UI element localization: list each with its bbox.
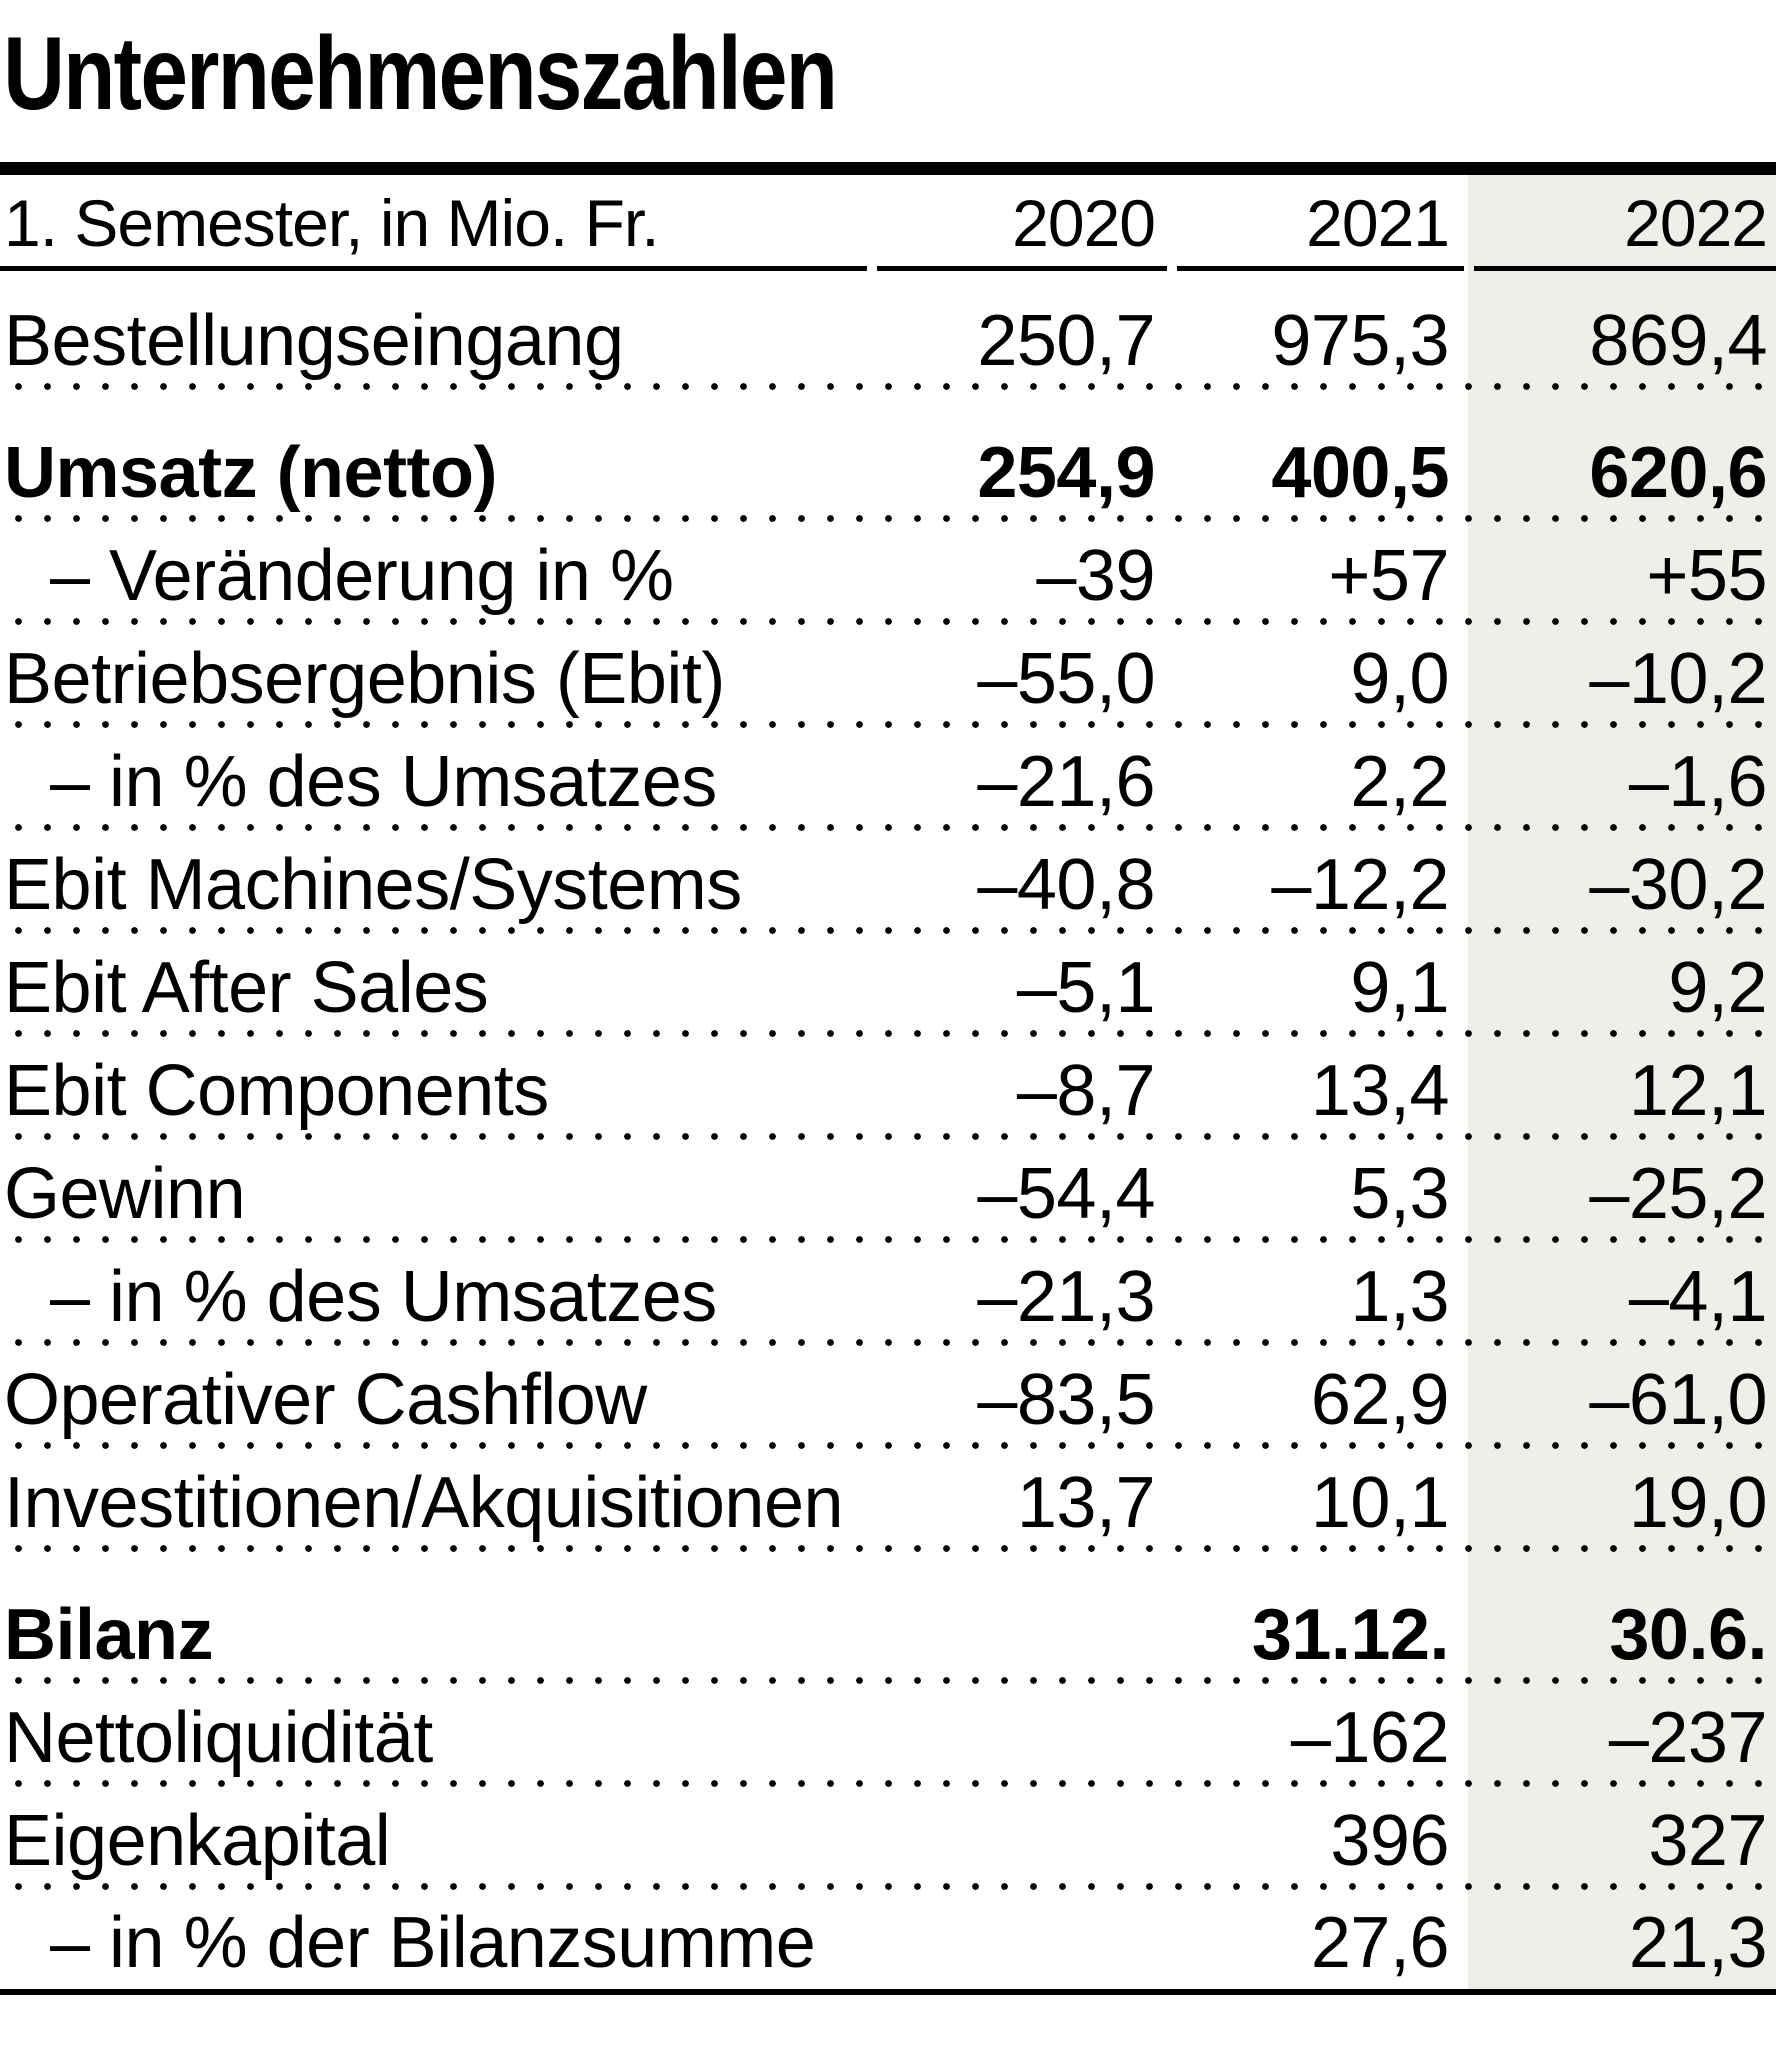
table-header-row: 1. Semester, in Mio. Fr. 2020 2021 2022 xyxy=(0,175,1776,271)
column-header-2022: 2022 xyxy=(1474,175,1776,271)
value-2022: –4,1 xyxy=(1628,1257,1768,1337)
value-2022: 21,3 xyxy=(1628,1903,1768,1983)
row-operativer-cashflow: Operativer Cashflow –83,5 62,9 –61,0 xyxy=(0,1343,1776,1450)
value-2022: –10,2 xyxy=(1589,639,1767,719)
value-2021: 975,3 xyxy=(1271,301,1449,381)
value-2022: 869,4 xyxy=(1589,301,1767,381)
value-2022: –61,0 xyxy=(1589,1360,1767,1440)
value-2022: –30,2 xyxy=(1589,845,1767,925)
value-2020: –40,8 xyxy=(977,845,1155,925)
value-2020: –55,0 xyxy=(977,639,1155,719)
value-2022: –25,2 xyxy=(1589,1154,1767,1234)
column-header-2021: 2021 xyxy=(1177,175,1464,271)
row-label: – Veränderung in % xyxy=(50,536,674,616)
row-label: Nettoliquidität xyxy=(4,1698,433,1778)
row-eigenkapital-in-prozent-bilanzsumme: – in % der Bilanzsumme 27,6 21,3 xyxy=(0,1887,1776,1989)
value-2021: +57 xyxy=(1328,536,1449,616)
value-2021: 9,0 xyxy=(1350,639,1449,719)
row-label: Gewinn xyxy=(4,1154,246,1234)
row-bilanz-section: Bilanz 31.12. 30.6. xyxy=(0,1549,1776,1685)
value-2022: 12,1 xyxy=(1628,1051,1768,1131)
value-2022: 9,2 xyxy=(1668,948,1767,1028)
row-label: Betriebsergebnis (Ebit) xyxy=(4,639,725,719)
value-2021: –162 xyxy=(1290,1698,1450,1778)
title-rule xyxy=(0,162,1776,175)
value-2021: 2,2 xyxy=(1350,742,1449,822)
row-label: – in % des Umsatzes xyxy=(50,742,717,822)
value-2021: 13,4 xyxy=(1310,1051,1450,1131)
value-2022: –1,6 xyxy=(1628,742,1768,822)
value-2022: +55 xyxy=(1646,536,1767,616)
row-ebit-components: Ebit Components –8,7 13,4 12,1 xyxy=(0,1034,1776,1141)
row-umsatz-netto: Umsatz (netto) 254,9 400,5 620,6 xyxy=(0,387,1776,523)
row-investitionen-akquisitionen: Investitionen/Akquisitionen 13,7 10,1 19… xyxy=(0,1446,1776,1553)
value-2020: –8,7 xyxy=(1016,1051,1156,1131)
row-label: Bilanz xyxy=(4,1595,214,1675)
row-ebit-after-sales: Ebit After Sales –5,1 9,1 9,2 xyxy=(0,931,1776,1038)
value-2021: 396 xyxy=(1330,1801,1449,1881)
highlight-column-2022 xyxy=(1468,175,1776,1995)
row-nettoliquiditaet: Nettoliquidität –162 –237 xyxy=(0,1681,1776,1788)
row-label: Ebit After Sales xyxy=(4,948,489,1028)
row-label: Ebit Machines/Systems xyxy=(4,845,742,925)
row-veraenderung-prozent: – Veränderung in % –39 +57 +55 xyxy=(0,519,1776,626)
value-2020: 254,9 xyxy=(977,433,1155,513)
value-2022: 620,6 xyxy=(1589,433,1767,513)
value-2021: 9,1 xyxy=(1350,948,1449,1028)
value-2022: –237 xyxy=(1608,1698,1768,1778)
value-2022: 327 xyxy=(1648,1801,1767,1881)
value-2021: 31.12. xyxy=(1251,1595,1450,1675)
value-2021: 62,9 xyxy=(1310,1360,1450,1440)
row-ebit-in-prozent-umsatz: – in % des Umsatzes –21,6 2,2 –1,6 xyxy=(0,725,1776,832)
value-2021: 27,6 xyxy=(1310,1903,1450,1983)
value-2020 xyxy=(877,1784,1167,1887)
row-label: – in % der Bilanzsumme xyxy=(50,1903,816,1983)
row-label: Bestellungseingang xyxy=(4,301,624,381)
value-2021: 5,3 xyxy=(1350,1154,1449,1234)
row-label: Ebit Components xyxy=(4,1051,549,1131)
row-eigenkapital: Eigenkapital 396 327 xyxy=(0,1784,1776,1891)
value-2020: –21,3 xyxy=(977,1257,1155,1337)
value-2021: –12,2 xyxy=(1271,845,1449,925)
value-2020: –83,5 xyxy=(977,1360,1155,1440)
value-2020: –21,6 xyxy=(977,742,1155,822)
value-2022: 30.6. xyxy=(1609,1595,1767,1675)
value-2020: 250,7 xyxy=(977,301,1155,381)
value-2020: 13,7 xyxy=(1016,1463,1156,1543)
row-label: – in % des Umsatzes xyxy=(50,1257,717,1337)
value-2020 xyxy=(877,1549,1167,1681)
value-2021: 10,1 xyxy=(1310,1463,1450,1543)
row-gewinn: Gewinn –54,4 5,3 –25,2 xyxy=(0,1137,1776,1244)
page-title: Unternehmenszahlen xyxy=(3,16,838,132)
row-bestellungseingang: Bestellungseingang 250,7 975,3 869,4 xyxy=(0,271,1776,391)
row-label: Operativer Cashflow xyxy=(4,1360,647,1440)
unit-label: 1. Semester, in Mio. Fr. xyxy=(0,175,867,271)
value-2022: 19,0 xyxy=(1628,1463,1768,1543)
bottom-rule xyxy=(0,1989,1776,1995)
row-gewinn-in-prozent-umsatz: – in % des Umsatzes –21,3 1,3 –4,1 xyxy=(0,1240,1776,1347)
row-label: Eigenkapital xyxy=(4,1801,391,1881)
row-label: Investitionen/Akquisitionen xyxy=(4,1463,844,1543)
value-2020: –39 xyxy=(1036,536,1155,616)
row-label: Umsatz (netto) xyxy=(4,433,498,513)
value-2020: –5,1 xyxy=(1016,948,1156,1028)
row-betriebsergebnis-ebit: Betriebsergebnis (Ebit) –55,0 9,0 –10,2 xyxy=(0,622,1776,729)
value-2020 xyxy=(877,1681,1167,1784)
column-header-2020: 2020 xyxy=(877,175,1167,271)
value-2021: 1,3 xyxy=(1350,1257,1449,1337)
company-figures-table: 1. Semester, in Mio. Fr. 2020 2021 2022 … xyxy=(0,175,1776,1995)
value-2021: 400,5 xyxy=(1271,433,1449,513)
value-2020 xyxy=(877,1887,1167,1989)
value-2020: –54,4 xyxy=(977,1154,1155,1234)
row-ebit-machines-systems: Ebit Machines/Systems –40,8 –12,2 –30,2 xyxy=(0,828,1776,935)
